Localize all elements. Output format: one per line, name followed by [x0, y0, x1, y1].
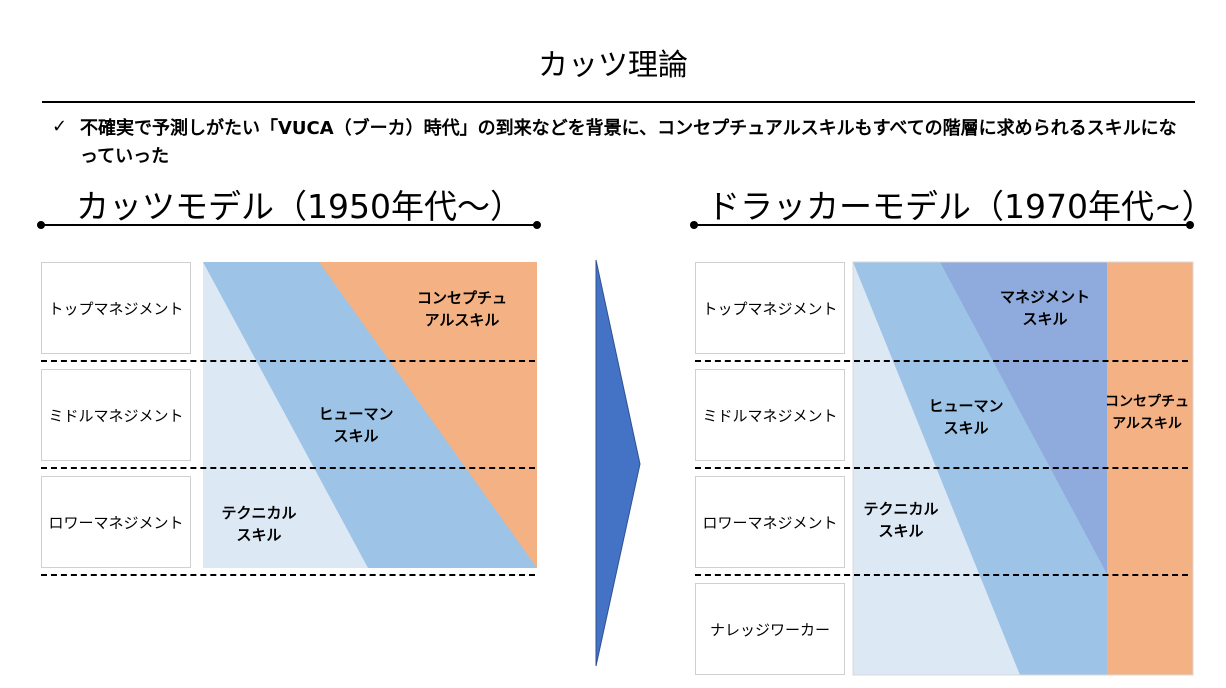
katz-level-lower: ロワーマネジメント — [41, 476, 191, 568]
katz-divider-3 — [41, 574, 535, 576]
katz-heading-rule — [41, 224, 537, 226]
katz-skill-chart — [203, 262, 537, 568]
katz-technical-label: テクニカル スキル — [221, 504, 297, 544]
drucker-management-label: マネジメント スキル — [999, 288, 1090, 328]
page-title: カッツ理論 — [538, 48, 688, 83]
katz-rule-dot-right — [533, 221, 541, 229]
title-divider — [42, 101, 1195, 103]
katz-conceptual-label: コンセプチュ アルスキル — [416, 289, 507, 329]
drucker-human-label: ヒューマン スキル — [928, 397, 1004, 437]
summary-bullet: 不確実で予測しがたい「VUCA（ブーカ）時代」の到来などを背景に、コンセプチュア… — [80, 118, 1177, 167]
drucker-management-area — [940, 262, 1107, 574]
katz-level-top: トップマネジメント — [41, 262, 191, 354]
katz-human-label: ヒューマン スキル — [318, 405, 394, 445]
drucker-conceptual-label: コンセプチュ アルスキル — [1105, 394, 1189, 432]
drucker-level-top: トップマネジメント — [695, 262, 845, 354]
drucker-level-middle: ミドルマネジメント — [695, 369, 845, 461]
drucker-technical-label: テクニカル スキル — [863, 500, 939, 540]
drucker-model-heading: ドラッカーモデル（1970年代~） — [707, 187, 1215, 226]
katz-conceptual-area — [319, 262, 537, 568]
katz-divider-2 — [41, 467, 535, 469]
drucker-heading-rule — [694, 224, 1190, 226]
drucker-rule-dot-right — [1186, 221, 1194, 229]
katz-divider-1 — [41, 360, 535, 362]
transition-arrow-icon — [595, 259, 641, 667]
checkmark-icon: ✓ — [52, 116, 68, 137]
drucker-level-knowledge-worker: ナレッジワーカー — [695, 583, 845, 675]
drucker-divider-3 — [695, 574, 1188, 576]
drucker-divider-2 — [695, 467, 1188, 469]
drucker-divider-1 — [695, 360, 1188, 362]
katz-model-heading: カッツモデル（1950年代～） — [76, 187, 523, 226]
drucker-level-lower: ロワーマネジメント — [695, 476, 845, 568]
katz-level-middle: ミドルマネジメント — [41, 369, 191, 461]
